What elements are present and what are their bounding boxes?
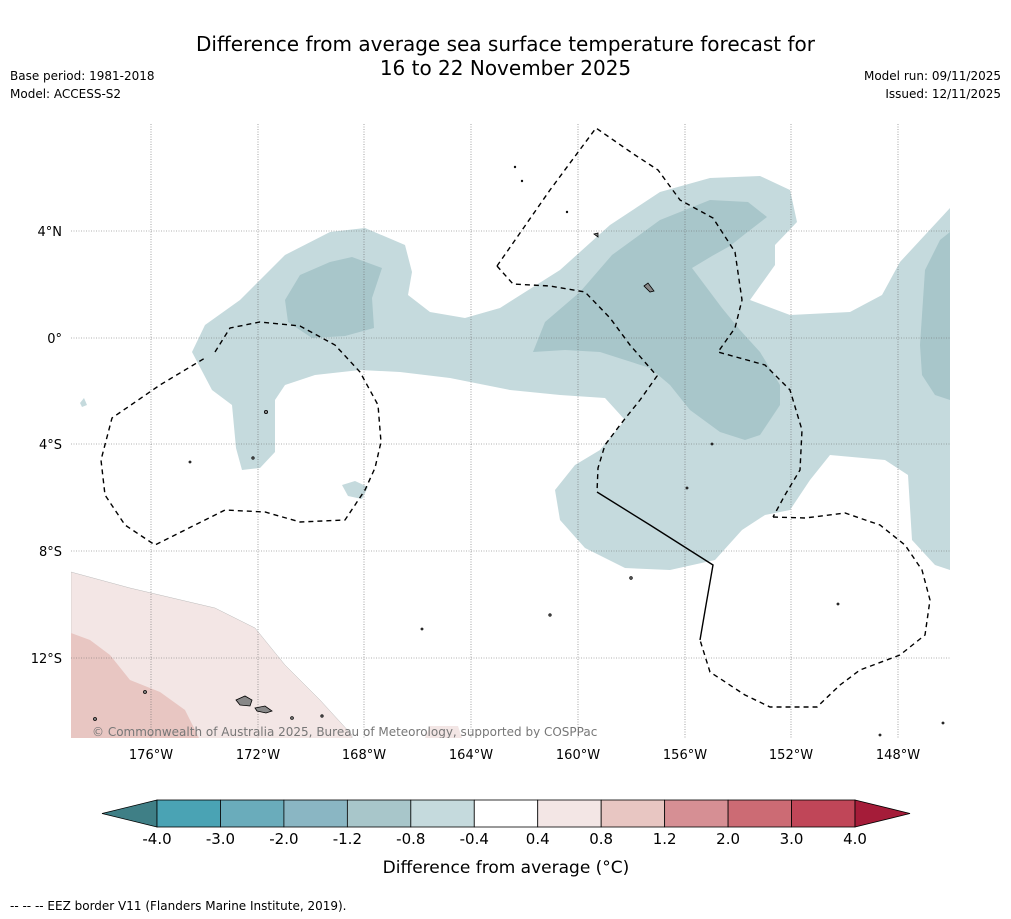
island-18: [565, 210, 569, 214]
island-2: [593, 232, 599, 238]
cool-anomaly-dot: [80, 398, 87, 407]
map-area: © Commonwealth of Australia 2025, Bureau…: [71, 124, 950, 739]
colorbar-segment-1: [220, 799, 285, 828]
lon-label-164w: 164°W: [449, 748, 493, 763]
colorbar-segments: [101, 799, 911, 828]
colorbar-ticks: -4.0 -3.0 -2.0 -1.2 -0.8 -0.4 0.4 0.8 1.2 2.0 3.0 4…: [142, 830, 867, 848]
base-period-text: Base period: 1981-2018: [10, 69, 155, 83]
lon-label-156w: 156°W: [663, 748, 707, 763]
island-3: [263, 409, 268, 414]
eez-border-solid: [596, 491, 714, 641]
island-4: [251, 456, 255, 460]
eez-border-phoenix: [496, 127, 803, 518]
island-17: [520, 179, 524, 183]
island-14: [320, 714, 324, 718]
cool-anomaly-core-west: [285, 257, 382, 338]
issued-text: Issued: 12/11/2025: [885, 87, 1001, 101]
lon-label-176w: 176°W: [129, 748, 173, 763]
island-5: [188, 460, 192, 464]
colorbar-segment-0: [156, 799, 221, 828]
sst-map: © Commonwealth of Australia 2025, Bureau…: [31, 124, 950, 763]
islands: [93, 165, 945, 737]
colorbar-tick-label: -0.8: [396, 830, 425, 848]
island-13: [290, 716, 294, 720]
longitude-labels: 176°W 172°W 168°W 164°W 160°W 156°W 152°…: [129, 748, 920, 763]
eez-border-kiribati-gilbert: [100, 321, 382, 546]
colorbar-arrow-right: [854, 799, 911, 828]
lon-label-172w: 172°W: [236, 748, 280, 763]
island-20: [941, 721, 945, 725]
lon-label-148w: 148°W: [876, 748, 920, 763]
cool-anomaly-core-east: [920, 232, 950, 400]
colorbar-segment-6: [537, 799, 602, 828]
colorbar-segment-2: [283, 799, 348, 828]
island-8: [629, 576, 633, 580]
colorbar-tick-label: 2.0: [716, 830, 740, 848]
cool-anomaly-spot: [342, 481, 368, 499]
meta-right: Model run: 09/11/2025 Issued: 12/11/2025: [864, 67, 1001, 103]
footnote: -- -- -- EEZ border V11 (Flanders Marine…: [10, 899, 347, 913]
colorbar-tick-label: 4.0: [843, 830, 867, 848]
warm-anomaly-mid: [71, 633, 199, 738]
title-line-2: 16 to 22 November 2025: [379, 56, 632, 80]
gridlines: [71, 124, 950, 738]
title-line-1: Difference from average sea surface temp…: [195, 32, 815, 56]
copyright-text: © Commonwealth of Australia 2025, Bureau…: [92, 725, 597, 739]
meta-left: Base period: 1981-2018 Model: ACCESS-S2: [10, 67, 155, 103]
lon-label-168w: 168°W: [342, 748, 386, 763]
island-6: [710, 442, 714, 446]
colorbar-label: Difference from average (°C): [383, 858, 630, 878]
chart-title: Difference from average sea surface temp…: [0, 32, 1011, 80]
colorbar-segment-3: [346, 799, 412, 828]
island-16: [513, 165, 517, 169]
island-samoa-2: [254, 705, 273, 714]
island-samoa-1: [235, 695, 253, 707]
model-text: Model: ACCESS-S2: [10, 87, 122, 101]
island-12: [93, 717, 97, 721]
model-run-text: Model run: 09/11/2025: [863, 69, 1001, 83]
colorbar-tick-label: 0.8: [589, 830, 613, 848]
colorbar-segment-10: [791, 799, 856, 828]
colorbar-tick-label: -0.4: [460, 830, 489, 848]
lat-label-0: 0°: [47, 332, 62, 347]
lat-label-8s: 8°S: [39, 545, 62, 560]
eez-borders: [100, 127, 931, 708]
island-7: [685, 486, 689, 490]
cool-anomaly-core-central: [533, 200, 780, 440]
colorbar-segment-4: [410, 799, 475, 828]
colorbar-tick-label: 1.2: [653, 830, 677, 848]
eez-border-central: [496, 265, 658, 493]
colorbar-tick-label: -3.0: [206, 830, 235, 848]
island-1: [643, 282, 655, 293]
cool-anomaly-region: [192, 176, 950, 570]
colorbar-tick-label: -2.0: [269, 830, 298, 848]
colorbar-segment-5: [473, 799, 539, 828]
colorbar-tick-label: -1.2: [333, 830, 362, 848]
island-15: [836, 602, 840, 606]
colorbar-tick-label: -4.0: [142, 830, 171, 848]
colorbar-arrow-left: [101, 799, 158, 828]
lat-label-4n: 4°N: [38, 225, 63, 240]
lat-label-12s: 12°S: [31, 652, 62, 667]
island-10: [420, 627, 424, 631]
island-19: [878, 733, 882, 737]
eez-border-south: [699, 512, 931, 708]
island-9: [548, 613, 552, 617]
colorbar-tick-label: 0.4: [526, 830, 550, 848]
island-11: [143, 690, 147, 694]
lon-label-160w: 160°W: [556, 748, 600, 763]
colorbar-segment-8: [664, 799, 729, 828]
lat-label-4s: 4°S: [39, 438, 62, 453]
colorbar-segment-7: [600, 799, 666, 828]
lon-label-152w: 152°W: [769, 748, 813, 763]
colorbar-tick-label: 3.0: [780, 830, 804, 848]
warm-anomaly-light-2: [425, 726, 462, 738]
latitude-labels: 4°N 0° 4°S 8°S 12°S: [31, 225, 62, 667]
colorbar-segment-9: [727, 799, 792, 828]
